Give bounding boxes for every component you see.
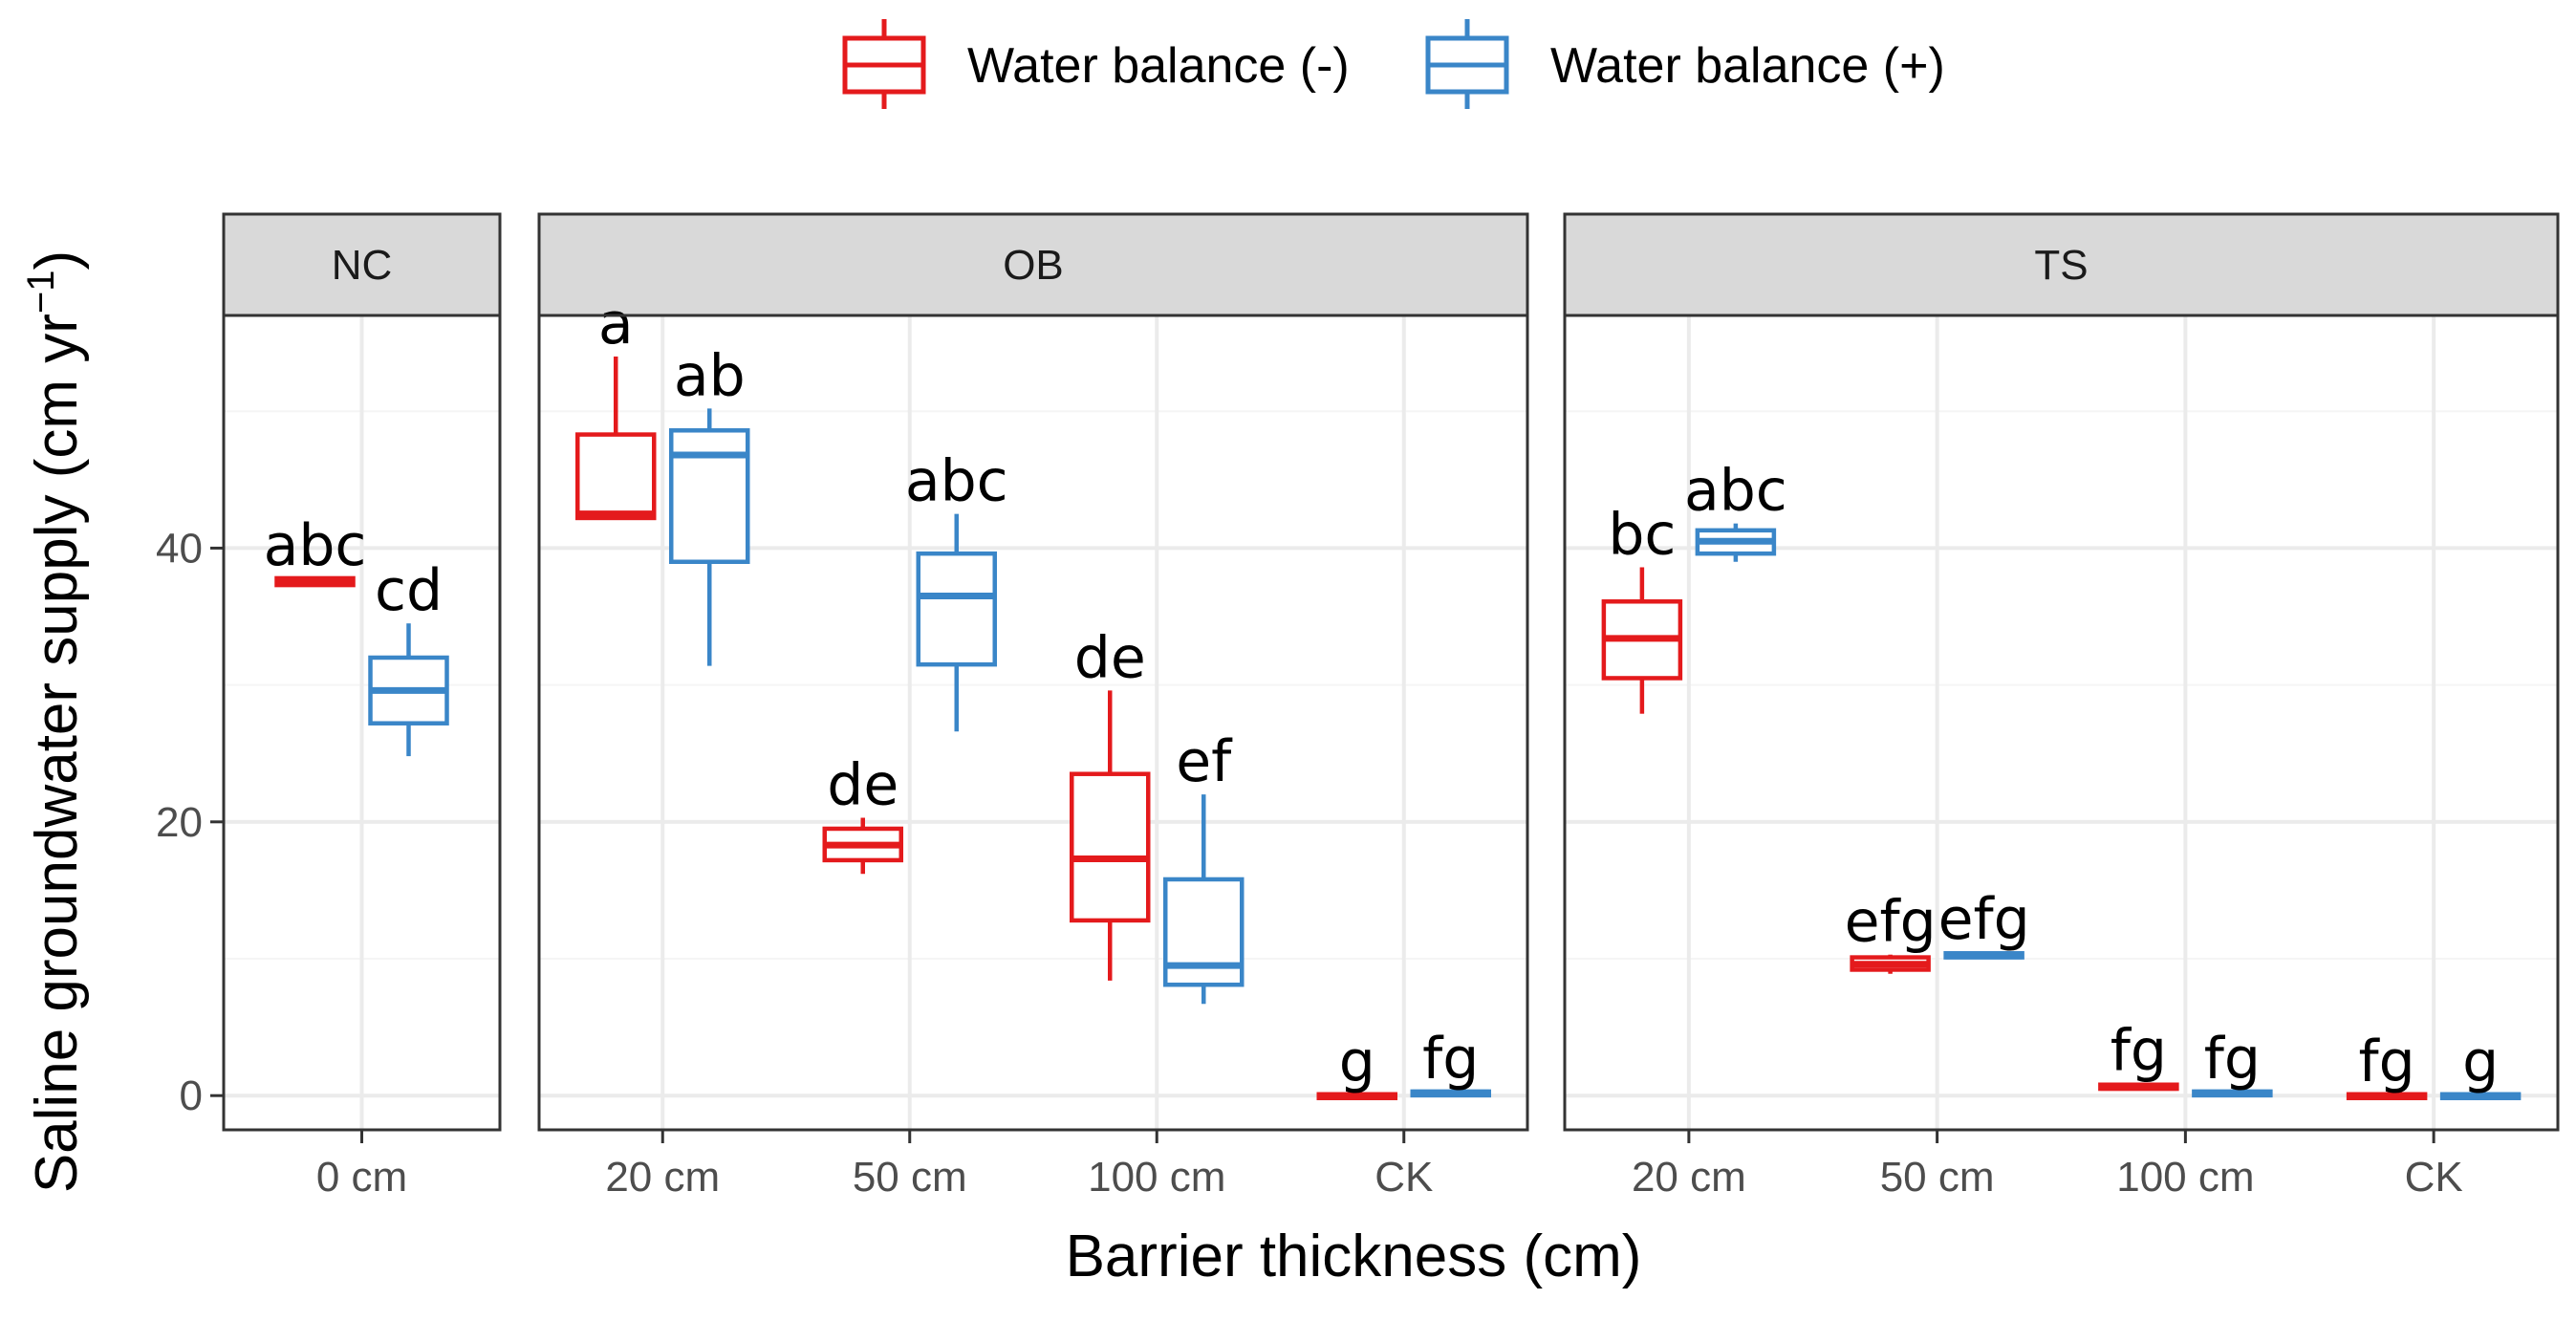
box-20cm-pos: abc <box>1684 458 1787 562</box>
box-20cm-neg: a <box>575 291 657 521</box>
significance-letter: a <box>598 291 634 357</box>
box-iqr <box>1070 771 1151 923</box>
y-axis-title-main: Saline groundwater supply (cm yr <box>24 314 90 1193</box>
box-0cm-pos: cd <box>368 557 449 757</box>
x-tick-label: 50 cm <box>1880 1154 1995 1201</box>
box-20cm-pos: ab <box>669 342 750 666</box>
significance-letter: fg <box>2111 1017 2167 1084</box>
x-tick-label: 20 cm <box>1632 1154 1746 1201</box>
box-iqr <box>916 551 997 667</box>
x-tick-label: 100 cm <box>2116 1154 2254 1201</box>
x-tick-label: CK <box>2405 1154 2463 1201</box>
x-axis-title: Barrier thickness (cm) <box>1066 1224 1642 1289</box>
panel-background <box>1565 315 2558 1130</box>
significance-letter: g <box>2462 1029 2499 1095</box>
box-iqr <box>669 428 750 564</box>
box-50cm-neg: efg <box>1845 889 1937 974</box>
x-tick-label: 100 cm <box>1088 1154 1225 1201</box>
facet-strip-label: TS <box>2034 242 2088 289</box>
box-CK-pos: g <box>2439 1029 2522 1101</box>
box-100cm-neg: fg <box>2098 1017 2179 1092</box>
box-50cm-neg: de <box>822 752 903 875</box>
box-iqr <box>575 432 657 521</box>
significance-letter: efg <box>1845 889 1937 956</box>
significance-letter: efg <box>1938 886 2030 953</box>
box-CK-neg: g <box>1316 1029 1397 1101</box>
box-50cm-pos: abc <box>905 448 1008 732</box>
facet-strip <box>537 212 1529 317</box>
box-0cm-neg: abc <box>264 512 367 588</box>
facet-strip <box>1563 212 2560 317</box>
significance-letter: fg <box>2359 1029 2415 1095</box>
significance-letter: abc <box>905 448 1008 515</box>
y-axis: 0 20 40 <box>156 525 224 1119</box>
box-CK-pos: fg <box>1410 1026 1491 1098</box>
legend: Water balance (-) Water balance (+) <box>842 19 1945 109</box>
box-CK-neg: fg <box>2346 1029 2428 1101</box>
x-tick-label: 0 cm <box>316 1154 407 1201</box>
facet-strip-label: OB <box>1003 242 1064 289</box>
x-tick-label: 50 cm <box>853 1154 967 1201</box>
x-tick-label: 20 cm <box>605 1154 720 1201</box>
box-100cm-neg: de <box>1070 624 1151 981</box>
y-tick-label: 20 <box>156 799 203 846</box>
legend-item-neg: Water balance (-) <box>842 19 1350 109</box>
panel-border <box>537 314 1529 1132</box>
significance-letter: ab <box>674 342 746 409</box>
significance-letter: ef <box>1176 728 1233 795</box>
x-tick-label: CK <box>1375 1154 1433 1201</box>
significance-letter: abc <box>264 512 367 579</box>
axis-titles: Barrier thickness (cm) Saline groundwate… <box>20 250 1641 1289</box>
significance-letter: g <box>1339 1029 1375 1095</box>
box-100cm-pos: fg <box>2192 1026 2273 1098</box>
box-iqr <box>1163 877 1245 987</box>
significance-letter: cd <box>375 557 443 624</box>
facet-strip <box>222 212 502 317</box>
facet-strip-label: NC <box>332 242 393 289</box>
y-tick-label: 40 <box>156 525 203 572</box>
panel-border <box>1563 314 2560 1132</box>
box-100cm-pos: ef <box>1163 728 1245 1005</box>
box-20cm-neg: bc <box>1601 501 1683 714</box>
significance-letter: fg <box>2204 1026 2261 1093</box>
legend-item-pos: Water balance (+) <box>1425 19 1945 109</box>
legend-label: Water balance (-) <box>967 38 1350 94</box>
significance-letter: de <box>1074 624 1146 691</box>
legend-label: Water balance (+) <box>1550 38 1945 94</box>
significance-letter: de <box>827 752 898 819</box>
y-axis-title: Saline groundwater supply (cm yr−1) <box>20 250 90 1193</box>
box-50cm-pos: efg <box>1938 886 2030 960</box>
y-tick-label: 0 <box>180 1072 203 1119</box>
y-axis-title-superscript: −1 <box>20 270 62 314</box>
significance-letter: bc <box>1608 501 1676 568</box>
y-axis-title-close: ) <box>24 250 90 271</box>
significance-letter: abc <box>1684 458 1787 525</box>
significance-letter: fg <box>1422 1026 1479 1093</box>
